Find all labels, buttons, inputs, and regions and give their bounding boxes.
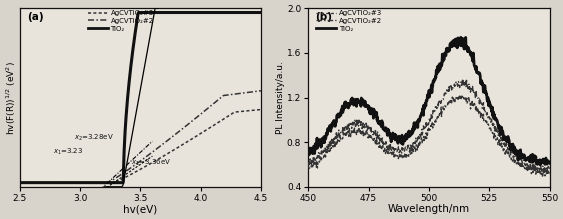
Text: $x_2$=3.28eV: $x_2$=3.28eV bbox=[74, 132, 114, 143]
Text: $x_1$=3.36eV: $x_1$=3.36eV bbox=[131, 157, 171, 168]
Text: (a): (a) bbox=[27, 12, 43, 22]
X-axis label: hv(eV): hv(eV) bbox=[123, 204, 158, 214]
Text: (b): (b) bbox=[315, 12, 332, 22]
Text: $x_1$=3.23: $x_1$=3.23 bbox=[53, 147, 84, 157]
Legend: AgCVTiO₂#3, AgCVTiO₂#2, TiO₂: AgCVTiO₂#3, AgCVTiO₂#2, TiO₂ bbox=[316, 10, 382, 32]
Y-axis label: hv(F(R))$^{1/2}$ (eV$^2$): hv(F(R))$^{1/2}$ (eV$^2$) bbox=[5, 61, 18, 134]
Y-axis label: PL Intensity/a.u.: PL Intensity/a.u. bbox=[276, 61, 285, 134]
X-axis label: Wavelength/nm: Wavelength/nm bbox=[388, 204, 470, 214]
Legend: AgCVTiO₂#3, AgCVTiO₂#2, TiO₂: AgCVTiO₂#3, AgCVTiO₂#2, TiO₂ bbox=[88, 10, 154, 32]
